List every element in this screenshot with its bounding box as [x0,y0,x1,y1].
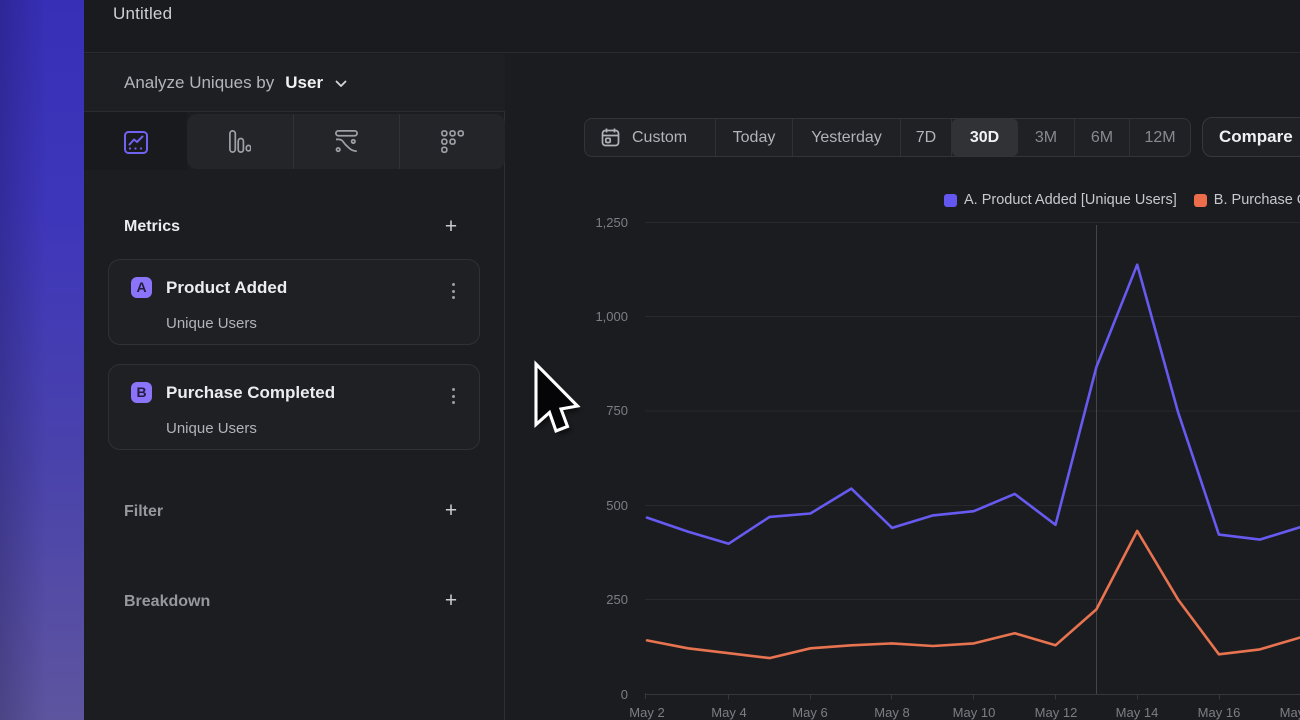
svg-text:May 16: May 16 [1198,705,1241,720]
svg-text:May 2: May 2 [629,705,664,720]
svg-text:May 12: May 12 [1035,705,1078,720]
svg-text:May 14: May 14 [1116,705,1159,720]
svg-text:500: 500 [606,498,628,513]
svg-text:250: 250 [606,592,628,607]
svg-text:0: 0 [621,687,628,702]
svg-text:May 18: May 18 [1280,705,1300,720]
svg-text:May 10: May 10 [953,705,996,720]
svg-text:750: 750 [606,403,628,418]
svg-text:1,250: 1,250 [595,215,628,230]
svg-text:May 8: May 8 [874,705,909,720]
svg-text:May 6: May 6 [792,705,827,720]
svg-text:1,000: 1,000 [595,309,628,324]
svg-text:May 4: May 4 [711,705,746,720]
